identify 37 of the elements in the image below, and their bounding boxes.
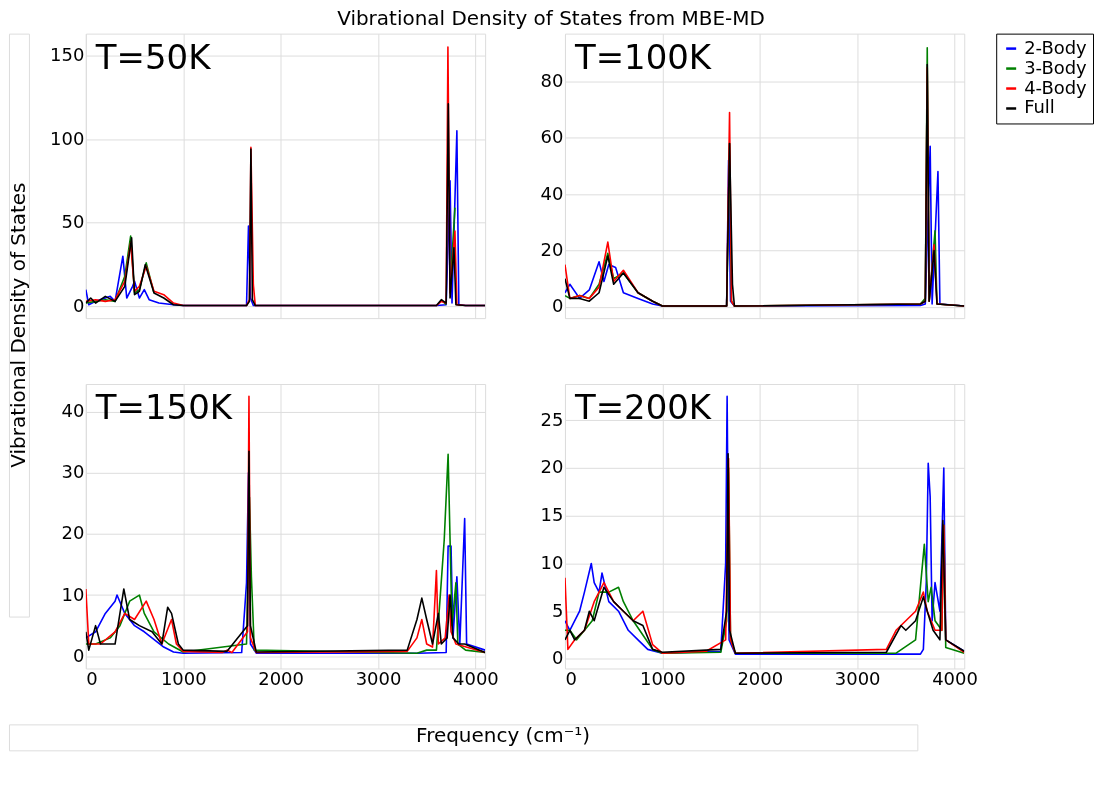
y-tick-label: 25 [540, 408, 564, 430]
y-tick-label: 20 [61, 522, 85, 544]
y-tick-label: 40 [61, 400, 85, 422]
y-tick-label: 0 [72, 644, 85, 666]
y-tick-label: 20 [540, 456, 564, 478]
y-tick-label: 80 [540, 70, 564, 91]
annotation: T=200K [573, 387, 712, 427]
y-tick-label: 150 [50, 43, 85, 65]
x-tick-label: 1000 [160, 667, 207, 689]
x-tick-label: 3000 [355, 667, 402, 689]
annotation: T=50K [94, 37, 212, 77]
x-tick-label: 4000 [453, 667, 499, 689]
y-tick-label: 15 [540, 504, 564, 526]
x-tick-label: 2000 [258, 667, 304, 689]
y-tick-label: 100 [50, 127, 85, 149]
annotation: T=150K [94, 387, 233, 427]
y-axis-title: Vibrational Density of States [5, 182, 30, 468]
x-tick-label: 2000 [737, 667, 784, 689]
y-tick-label: 40 [540, 182, 564, 204]
y-tick-label: 10 [540, 551, 564, 573]
y-tick-label: 5 [552, 599, 564, 621]
y-tick-label: 10 [61, 583, 85, 605]
legend-label: Full [1024, 96, 1055, 118]
annotation: T=100K [573, 37, 712, 77]
x-tick-label: 3000 [834, 667, 881, 689]
y-tick-label: 0 [552, 295, 564, 317]
y-tick-label: 0 [552, 647, 564, 669]
y-tick-label: 20 [540, 239, 564, 260]
x-tick-label: 4000 [932, 667, 978, 689]
x-tick-label: 1000 [640, 667, 686, 689]
legend-label: 2-Body [1024, 36, 1088, 58]
y-tick-label: 50 [61, 211, 85, 233]
y-tick-label: 0 [72, 294, 85, 316]
text: Vibrational Density of States from MBE-MD [337, 6, 765, 31]
x-axis-title: Frequency (cm⁻¹) [416, 723, 591, 748]
y-tick-label: 30 [61, 461, 85, 483]
y-tick-label: 60 [540, 126, 564, 148]
